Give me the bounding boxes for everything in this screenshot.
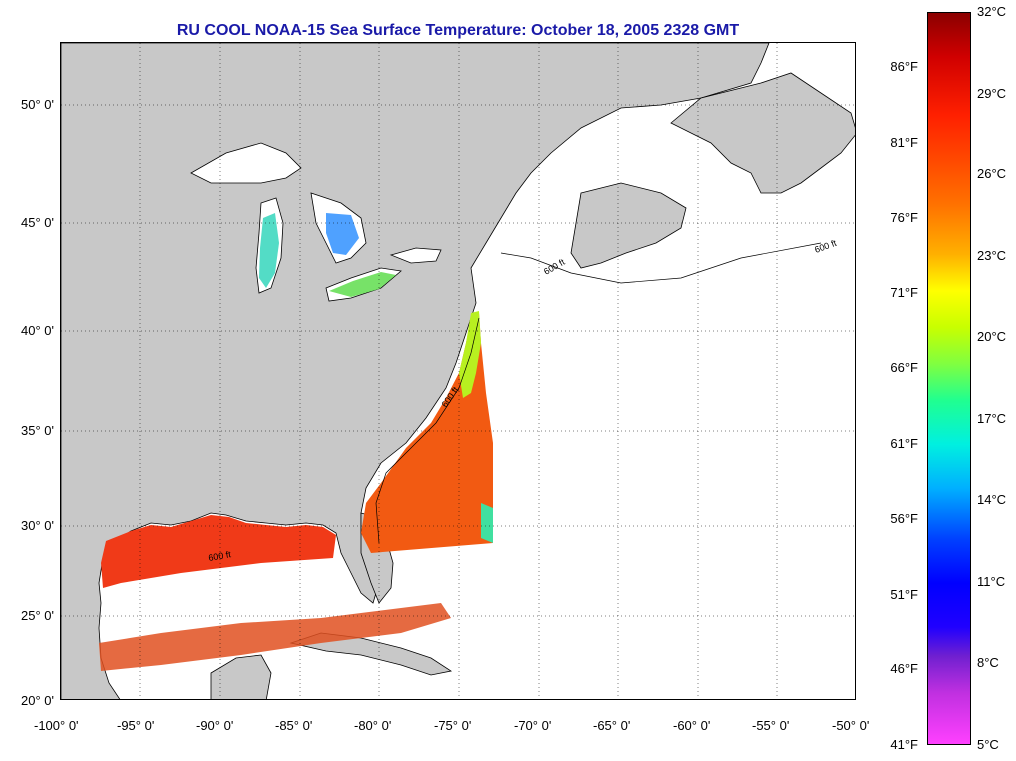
newfoundland-land [670, 72, 855, 194]
lake-ontario [389, 247, 442, 264]
lake-huron-sst [326, 213, 359, 255]
lat-label-45: 45° 0' [21, 215, 54, 230]
temperature-colorbar [927, 12, 971, 745]
yucatan-land [210, 654, 272, 699]
shelf-contour [375, 242, 822, 544]
lon-label-75: -75° 0' [434, 718, 472, 733]
map-title: RU COOL NOAA-15 Sea Surface Temperature:… [176, 22, 740, 39]
lon-label-80: -80° 0' [354, 718, 392, 733]
sst-map: 600 ft 600 ft 600 ft 600 ft [60, 42, 856, 700]
colorbar-c-17: 17°C [977, 411, 1007, 426]
colorbar-f-51: 51°F [890, 587, 918, 602]
colorbar-f-41: 41°F [890, 737, 918, 752]
colorbar-c-29: 29°C [977, 86, 1007, 101]
lon-label-95: -95° 0' [117, 718, 155, 733]
colorbar-f-81: 81°F [890, 135, 918, 150]
map-svg: 600 ft 600 ft 600 ft 600 ft [61, 43, 855, 699]
colorbar-f-46: 46°F [890, 661, 918, 676]
lake-michigan-sst [259, 213, 279, 288]
lake-superior [190, 142, 302, 184]
lon-label-100: -100° 0' [34, 718, 79, 733]
nova-scotia-land [570, 182, 687, 269]
lon-label-90: -90° 0' [196, 718, 234, 733]
lon-label-70: -70° 0' [514, 718, 552, 733]
lon-label-60: -60° 0' [673, 718, 711, 733]
gulf-sst-swath [101, 515, 336, 588]
colorbar-f-56: 56°F [890, 511, 918, 526]
lat-label-35: 35° 0' [21, 423, 54, 438]
colorbar-c-20: 20°C [977, 329, 1007, 344]
lon-label-85: -85° 0' [275, 718, 313, 733]
colorbar-f-61: 61°F [890, 436, 918, 451]
colorbar-c-5: 5°C [977, 737, 999, 752]
grid-lines [61, 43, 855, 699]
colorbar-c-8: 8°C [977, 655, 999, 670]
lon-label-55: -55° 0' [752, 718, 790, 733]
lat-label-50: 50° 0' [21, 97, 54, 112]
lat-label-40: 40° 0' [21, 323, 54, 338]
colorbar-f-86: 86°F [890, 59, 918, 74]
lat-label-25: 25° 0' [21, 608, 54, 623]
colorbar-c-32: 32°C [977, 4, 1007, 19]
gulf-south-sst [99, 603, 451, 671]
colorbar-f-71: 71°F [890, 285, 918, 300]
colorbar-c-23: 23°C [977, 248, 1007, 263]
colorbar-c-11: 11°C [977, 574, 1006, 589]
lon-label-65: -65° 0' [593, 718, 631, 733]
colorbar-f-76: 76°F [890, 210, 918, 225]
colorbar-f-66: 66°F [890, 360, 918, 375]
contour-label-4: 600 ft [208, 549, 232, 563]
colorbar-c-26: 26°C [977, 166, 1007, 181]
atlantic-sst-teal [481, 503, 493, 543]
lat-label-20: 20° 0' [21, 693, 54, 708]
lon-label-50: -50° 0' [832, 718, 870, 733]
lat-label-30: 30° 0' [21, 518, 54, 533]
lake-erie-sst [329, 272, 396, 297]
colorbar-c-14: 14°C [977, 492, 1007, 507]
